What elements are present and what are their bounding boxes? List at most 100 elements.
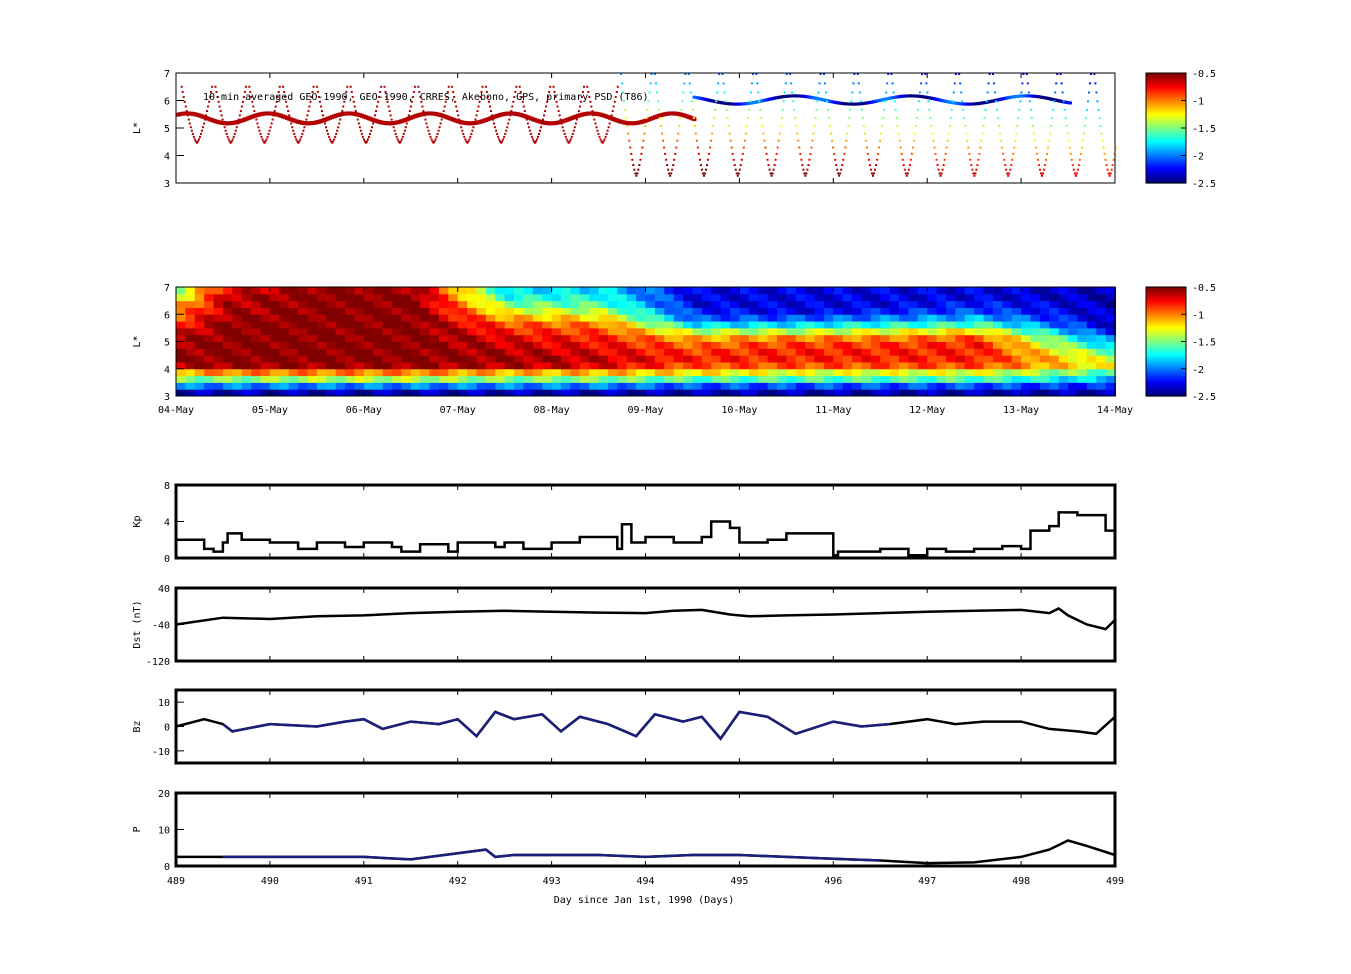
psd-heatmap-cell — [551, 361, 562, 370]
psd-point — [318, 100, 321, 103]
psd-heatmap-cell — [560, 348, 572, 356]
psd-heatmap-cell — [758, 368, 769, 377]
psd-heatmap-cell — [1077, 341, 1088, 349]
psd-heatmap-cell — [645, 368, 656, 377]
psd-heatmap-cell — [307, 314, 318, 322]
psd-heatmap-cell — [607, 287, 619, 295]
psd-heatmap-cell — [1086, 287, 1098, 295]
colorbar-swatch — [1146, 294, 1186, 297]
psd-heatmap-cell — [842, 287, 854, 295]
psd-heatmap-cell — [176, 389, 187, 397]
psd-point — [1020, 91, 1023, 94]
psd-point — [428, 132, 431, 135]
psd-heatmap-cell — [664, 327, 675, 336]
psd-heatmap-cell — [673, 361, 685, 370]
psd-point — [915, 117, 918, 120]
psd-heatmap-cell — [992, 375, 1004, 383]
psd-point — [1072, 168, 1075, 171]
psd-point — [1107, 172, 1110, 175]
psd-heatmap-cell — [748, 355, 760, 363]
psd-point — [565, 138, 568, 141]
psd-heatmap-cell — [373, 293, 384, 302]
colorbar-swatch — [1146, 172, 1186, 175]
psd-heatmap-cell — [438, 300, 450, 308]
psd-heatmap-cell — [176, 368, 187, 377]
psd-point — [980, 139, 983, 142]
psd-heatmap-cell — [542, 327, 553, 336]
psd-point — [502, 138, 505, 141]
psd-heatmap-cell — [298, 361, 309, 370]
psd-heatmap-cell — [176, 341, 187, 349]
psd-heatmap-cell — [326, 287, 337, 295]
psd-point — [424, 118, 427, 121]
psd-point — [1035, 152, 1038, 155]
psd-heatmap-cell — [542, 348, 553, 356]
psd-heatmap-cell — [429, 334, 440, 342]
psd-point — [593, 118, 596, 121]
psd-point — [864, 139, 867, 142]
psd-heatmap-cell — [880, 389, 891, 397]
psd-heatmap-cell — [1105, 389, 1116, 397]
psd-point — [806, 168, 809, 171]
psd-heatmap-cell — [814, 368, 825, 377]
psd-point — [761, 124, 764, 127]
psd-point — [773, 164, 776, 167]
psd-heatmap-cell — [485, 314, 497, 322]
psd-heatmap-cell — [823, 307, 835, 315]
psd-point — [455, 105, 458, 108]
psd-heatmap-cell — [814, 300, 825, 308]
psd-heatmap-cell — [1077, 300, 1088, 308]
colorbar-swatch — [1146, 175, 1186, 179]
colorbar-swatch — [1146, 350, 1186, 353]
psd-heatmap-cell — [992, 287, 1004, 295]
psd-point — [941, 168, 944, 171]
psd-point — [190, 129, 193, 132]
psd-heatmap-cell — [720, 334, 732, 342]
psd-point — [948, 124, 951, 127]
psd-heatmap-cell — [241, 287, 253, 295]
psd-heatmap-cell — [927, 382, 938, 390]
colorbar-tick-label: -1 — [1192, 310, 1204, 321]
psd-heatmap-cell — [626, 375, 638, 383]
psd-heatmap-cell — [617, 389, 628, 397]
psd-heatmap-cell — [739, 334, 750, 342]
psd-point — [336, 129, 339, 132]
psd-heatmap-cell — [438, 389, 450, 397]
colorbar-swatch — [1146, 76, 1186, 80]
psd-heatmap-cell — [711, 389, 722, 397]
psd-heatmap-cell — [852, 300, 863, 308]
psd-point — [1039, 172, 1042, 175]
psd-heatmap-cell — [251, 287, 262, 295]
psd-heatmap-cell — [889, 334, 901, 342]
psd-heatmap-cell — [316, 334, 328, 342]
psd-heatmap-cell — [692, 341, 703, 349]
psd-heatmap-cell — [908, 287, 919, 295]
psd-heatmap-cell — [335, 287, 347, 295]
psd-heatmap-cell — [767, 361, 778, 370]
psd-heatmap-cell — [363, 287, 375, 295]
psd-heatmap-cell — [899, 382, 910, 390]
psd-heatmap-ylabel: L* — [132, 335, 143, 347]
psd-point — [826, 100, 829, 103]
psd-point — [1111, 164, 1114, 167]
psd-heatmap-cell — [467, 287, 478, 295]
psd-point — [456, 110, 459, 113]
psd-point — [698, 158, 701, 161]
psd-point — [578, 105, 581, 108]
psd-heatmap-cell — [645, 375, 656, 383]
psd-point — [852, 82, 855, 85]
psd-heatmap-cell — [1039, 327, 1051, 336]
dst-ytick-label: -40 — [152, 621, 170, 632]
psd-point — [1029, 108, 1032, 111]
psd-point — [320, 110, 323, 113]
psd-heatmap-cell — [570, 355, 581, 363]
psd-heatmap-cell — [833, 389, 844, 397]
bz-ytick-label: 10 — [158, 698, 170, 709]
psd-point — [1053, 100, 1056, 103]
psd-point — [755, 73, 758, 75]
psd-point — [614, 95, 617, 98]
colorbar-swatch — [1146, 326, 1186, 330]
psd-point — [377, 100, 380, 103]
psd-heatmap-cell — [495, 300, 506, 308]
